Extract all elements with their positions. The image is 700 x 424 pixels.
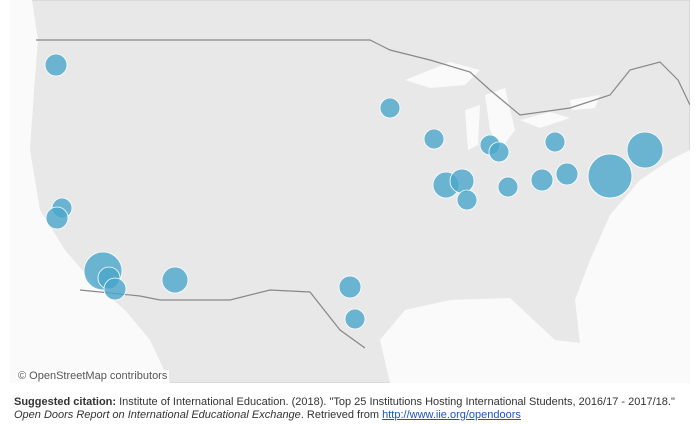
institution-bubble[interactable]	[423, 128, 445, 150]
citation-retrieved: . Retrieved from	[300, 409, 383, 421]
citation-link[interactable]: http://www.iie.org/opendoors	[382, 409, 521, 421]
institution-bubble[interactable]	[497, 176, 519, 198]
institution-bubble[interactable]	[626, 131, 664, 169]
great-lakes	[405, 62, 600, 150]
attribution: © OpenStreetMap contributors	[16, 370, 170, 382]
institution-bubble[interactable]	[161, 266, 189, 294]
citation-label: Suggested citation:	[14, 396, 117, 408]
institution-bubble[interactable]	[488, 141, 510, 163]
institution-bubble[interactable]	[103, 277, 127, 301]
institution-bubble[interactable]	[45, 206, 69, 230]
border	[36, 39, 690, 116]
citation: Suggested citation: Institute of Interna…	[14, 396, 694, 422]
institution-bubble[interactable]	[544, 131, 566, 153]
institution-bubble[interactable]	[379, 97, 401, 119]
institution-bubble[interactable]	[44, 53, 68, 77]
pacific-ocean	[10, 0, 170, 383]
institution-bubble[interactable]	[344, 308, 366, 330]
institution-bubble[interactable]	[530, 168, 554, 192]
atlantic-gulf	[380, 150, 690, 383]
map	[10, 0, 690, 383]
border	[79, 289, 366, 349]
citation-text: Institute of International Education. (2…	[116, 396, 675, 408]
institution-bubble[interactable]	[338, 275, 362, 299]
citation-source: Open Doors Report on International Educa…	[14, 409, 301, 421]
institution-bubble[interactable]	[449, 168, 475, 194]
institution-bubble[interactable]	[587, 153, 633, 199]
institution-bubble[interactable]	[555, 162, 579, 186]
institution-bubble[interactable]	[456, 189, 478, 211]
